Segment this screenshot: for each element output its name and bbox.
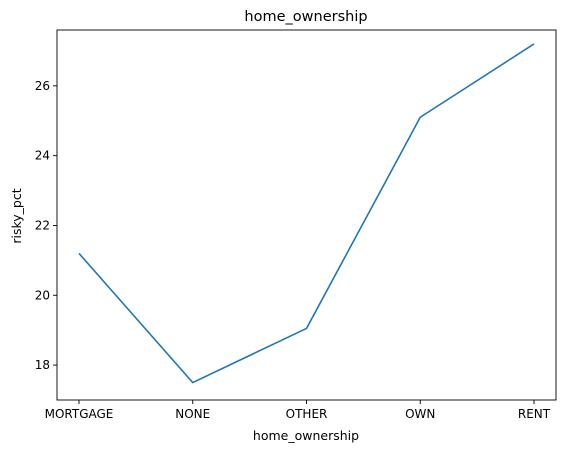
y-axis-label: risky_pct — [9, 188, 24, 243]
y-tick-label-22: 22 — [35, 218, 50, 232]
y-tick-label-18: 18 — [35, 358, 50, 372]
x-tick-label-other: OTHER — [286, 407, 328, 421]
series-line-0 — [78, 43, 535, 384]
x-axis-label: home_ownership — [253, 428, 359, 443]
x-tick-label-rent: RENT — [518, 407, 551, 421]
axes-frame — [56, 29, 557, 401]
y-tick-label-24: 24 — [35, 149, 50, 163]
chart-title: home_ownership — [244, 9, 367, 25]
x-tick-label-mortgage: MORTGAGE — [45, 407, 114, 421]
x-tick-label-own: OWN — [405, 407, 435, 421]
y-tick-label-20: 20 — [35, 288, 50, 302]
plot-area: MORTGAGE NONE OTHER OWN RENT 18 20 22 24 26 — [35, 29, 557, 421]
x-tick-label-none: NONE — [175, 407, 210, 421]
y-tick-label-26: 26 — [35, 79, 50, 93]
